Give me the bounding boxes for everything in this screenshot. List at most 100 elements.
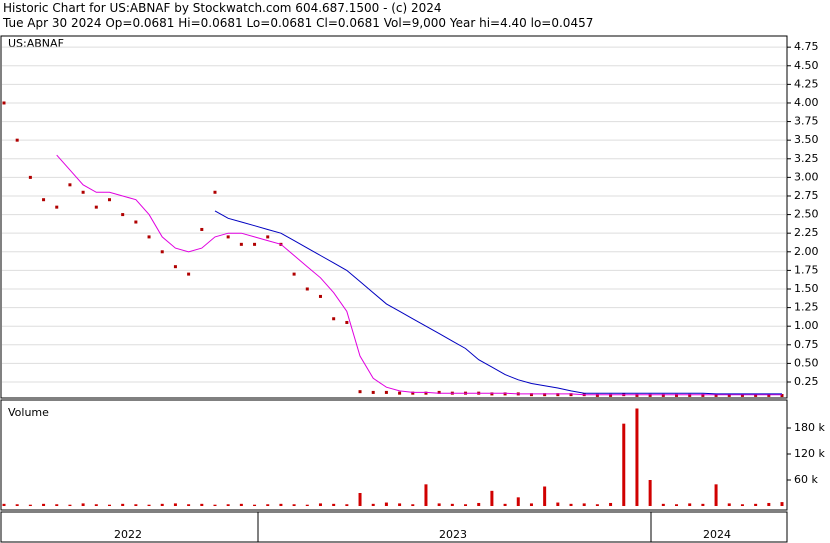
price-mark — [609, 393, 613, 397]
volume-bar — [226, 504, 230, 506]
volume-bar — [424, 484, 428, 506]
volume-bar — [714, 484, 718, 506]
price-mark — [107, 198, 111, 202]
volume-bar — [55, 504, 59, 506]
price-mark — [767, 393, 771, 397]
volume-bar — [609, 502, 613, 506]
price-mark — [398, 391, 402, 395]
volume-bar — [292, 504, 296, 506]
price-panel — [0, 35, 788, 399]
price-mark — [94, 205, 98, 209]
price-mark — [688, 393, 692, 397]
volume-bar — [740, 504, 744, 506]
y-tick-label: 60 k — [794, 473, 818, 486]
price-mark — [595, 393, 599, 397]
volume-bar — [464, 504, 468, 506]
y-tick-label: 180 k — [794, 421, 825, 434]
volume-bar — [213, 504, 217, 506]
volume-bar — [529, 503, 533, 506]
volume-bar — [121, 503, 125, 506]
volume-bar — [556, 502, 560, 506]
price-mark — [358, 390, 362, 394]
volume-bar — [42, 503, 46, 506]
volume-bar — [15, 504, 19, 506]
volume-bar — [503, 503, 507, 506]
price-mark — [437, 390, 441, 394]
price-mark — [42, 198, 46, 202]
price-mark — [253, 242, 257, 246]
volume-bar — [780, 502, 784, 506]
y-tick-label: 2.00 — [794, 245, 819, 258]
volume-bar — [767, 502, 771, 506]
y-tick-label: 3.50 — [794, 133, 819, 146]
volume-bar — [661, 503, 665, 506]
x-group-label: 2024 — [703, 528, 731, 541]
price-mark — [754, 393, 758, 397]
price-mark — [701, 393, 705, 397]
price-mark — [371, 390, 375, 394]
price-mark — [318, 294, 322, 298]
volume-bar — [595, 504, 599, 506]
volume-bar — [398, 503, 402, 506]
volume-bar — [622, 423, 626, 506]
y-tick-label: 2.75 — [794, 189, 819, 202]
price-mark — [121, 213, 125, 217]
price-mark — [160, 250, 164, 254]
volume-bar — [648, 480, 652, 506]
volume-bar — [675, 504, 679, 506]
price-mark — [661, 393, 665, 397]
price-mark — [266, 235, 270, 239]
date-axis — [0, 511, 788, 543]
volume-panel — [0, 399, 788, 511]
price-mark — [173, 265, 177, 269]
chart-title: Historic Chart for US:ABNAF by Stockwatc… — [3, 1, 442, 15]
volume-bar — [279, 503, 283, 506]
x-group-label: 2023 — [439, 528, 467, 541]
price-mark — [411, 391, 415, 395]
price-mark — [187, 272, 191, 276]
price-mark — [740, 393, 744, 397]
symbol-label: US:ABNAF — [8, 37, 64, 50]
x-group-label: 2022 — [114, 528, 142, 541]
volume-bar — [239, 503, 243, 506]
volume-bar — [569, 503, 573, 506]
volume-bar — [490, 490, 494, 506]
price-mark — [529, 393, 533, 397]
volume-bar — [332, 503, 336, 506]
y-tick-label: 1.50 — [794, 282, 819, 295]
volume-bar — [358, 493, 362, 506]
chart-subtitle: Tue Apr 30 2024 Op=0.0681 Hi=0.0681 Lo=0… — [2, 16, 593, 30]
price-mark — [239, 242, 243, 246]
price-mark — [68, 183, 72, 187]
volume-bar — [437, 503, 441, 506]
volume-bar — [28, 504, 32, 506]
volume-bar — [477, 502, 481, 506]
y-tick-label: 1.25 — [794, 301, 819, 314]
price-mark — [200, 227, 204, 231]
y-tick-label: 3.25 — [794, 152, 819, 165]
volume-bar — [305, 504, 309, 506]
price-mark — [2, 101, 6, 105]
price-mark — [424, 391, 428, 395]
volume-bar — [187, 504, 191, 506]
volume-bar — [727, 503, 731, 506]
price-mark — [727, 393, 731, 397]
volume-bar — [160, 503, 164, 506]
volume-bar — [200, 503, 204, 506]
y-tick-label: 120 k — [794, 447, 825, 460]
volume-bar — [318, 503, 322, 506]
volume-bar — [345, 504, 349, 506]
price-mark — [648, 393, 652, 397]
moving-average-line — [214, 210, 782, 395]
volume-bar — [688, 503, 692, 506]
volume-bar — [107, 504, 111, 506]
y-tick-label: 1.00 — [794, 319, 819, 332]
volume-bar — [173, 503, 177, 506]
y-tick-label: 4.00 — [794, 96, 819, 109]
volume-bar — [754, 503, 758, 506]
volume-bar — [516, 497, 520, 506]
y-tick-label: 3.00 — [794, 170, 819, 183]
volume-bar — [2, 503, 6, 506]
